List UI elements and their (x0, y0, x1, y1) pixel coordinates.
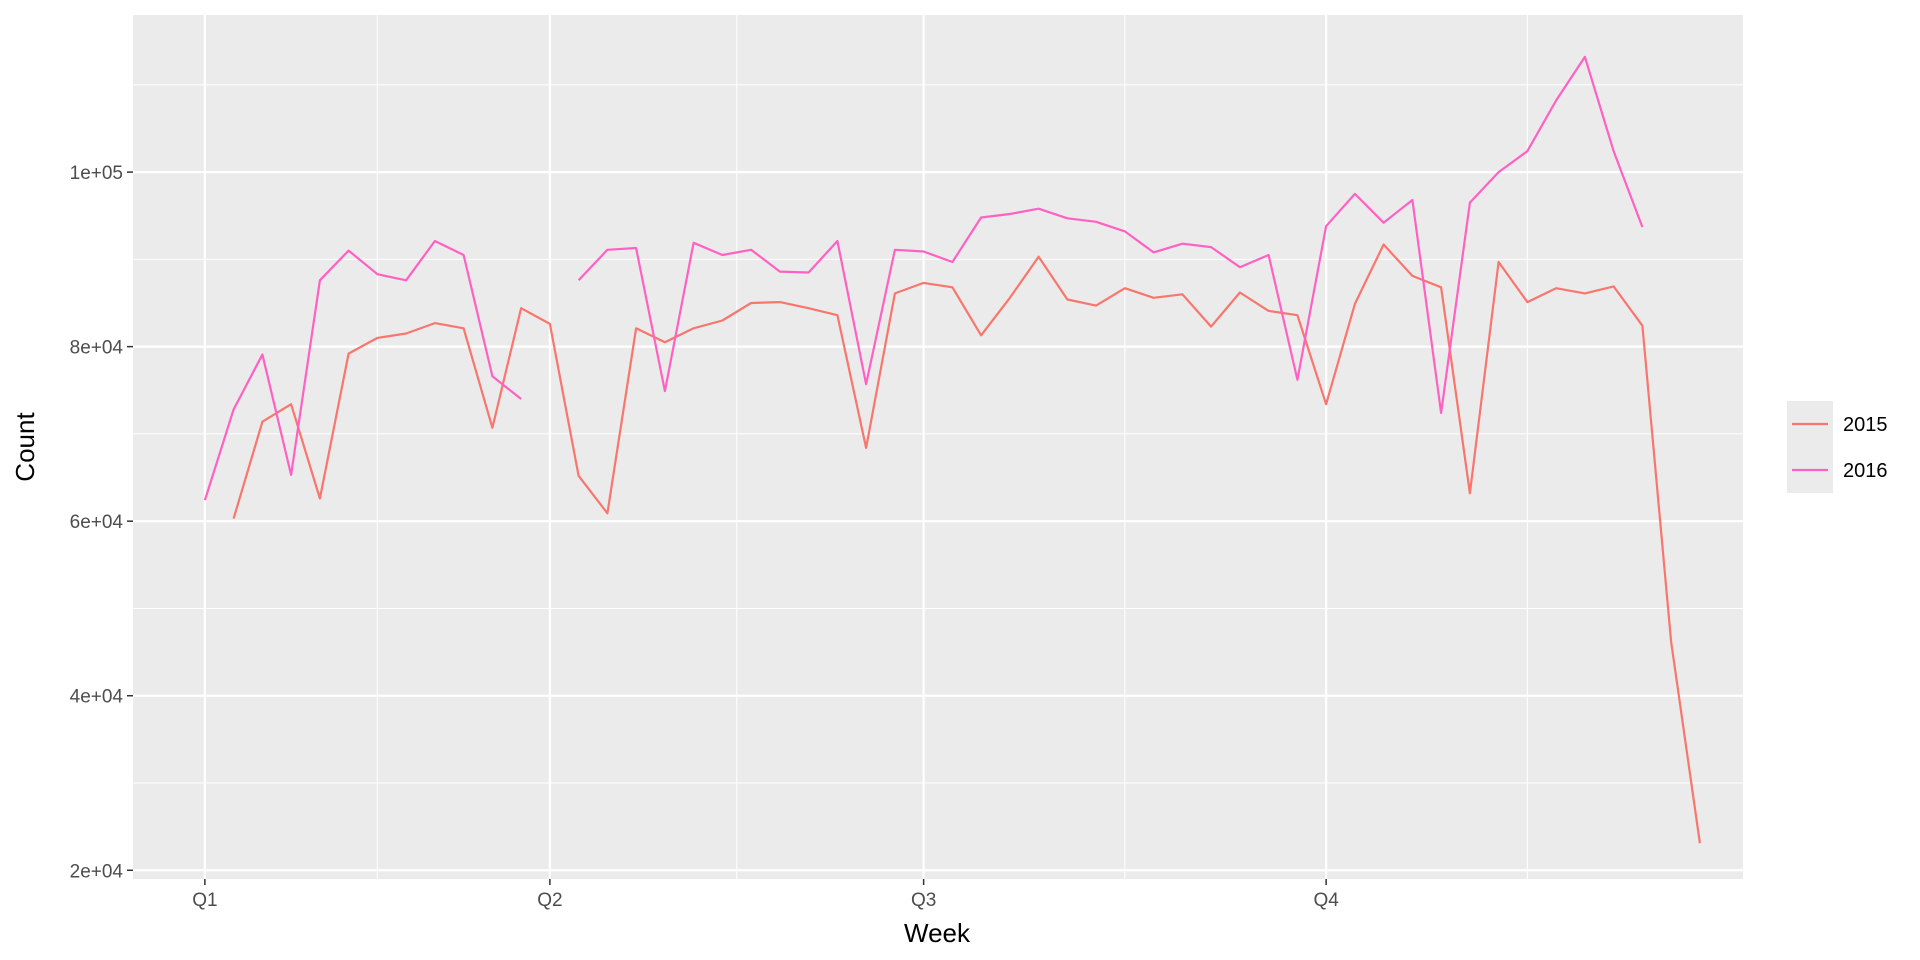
x-tick-label: Q2 (537, 890, 562, 911)
series-lines (203, 55, 1701, 844)
x-tick-label: Q1 (192, 890, 217, 911)
y-tick-label: 1e+05 (70, 163, 123, 184)
series-line-2016 (577, 55, 1644, 415)
x-tick-label: Q3 (911, 890, 936, 911)
series-line-2016 (203, 239, 522, 501)
grid-lines (133, 15, 1743, 879)
panel-background (133, 15, 1743, 879)
y-axis-title: Count (10, 412, 40, 482)
legend-label-2016: 2016 (1843, 460, 1888, 482)
x-tick-label: Q4 (1313, 890, 1339, 911)
y-tick-label: 4e+04 (70, 687, 124, 708)
legend-label-2015: 2015 (1843, 414, 1888, 436)
y-tick-label: 8e+04 (70, 338, 124, 359)
series-line-2015 (232, 243, 1701, 844)
legend: 2015 2016 (1787, 401, 1888, 493)
axes: 2e+04 4e+04 6e+04 8e+04 1e+05 Q1 Q2 Q3 Q4 (70, 163, 1340, 911)
x-axis-title: Week (904, 918, 971, 948)
y-tick-label: 6e+04 (70, 512, 124, 533)
y-tick-label: 2e+04 (70, 861, 124, 882)
